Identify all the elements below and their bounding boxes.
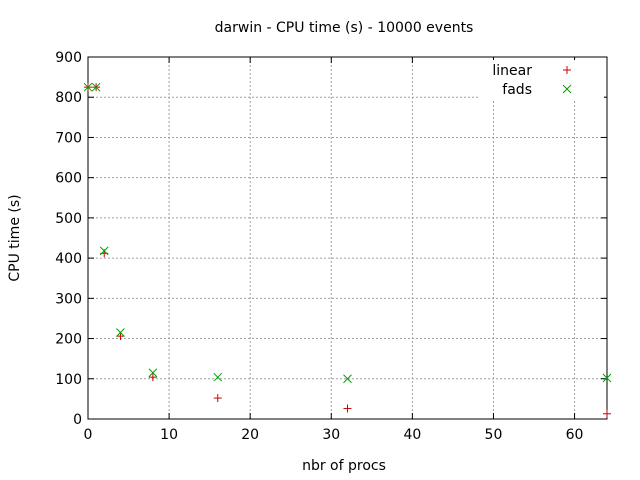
point-fads: [213, 372, 223, 382]
axis-ticks: 0 100 200 300 400 500 600 700 800 900 0 10 20 30 40 50 6…: [55, 50, 607, 443]
x-tick-label: 30: [322, 427, 340, 443]
x-axis-label: nbr of procs: [302, 458, 386, 474]
point-linear: [148, 373, 157, 382]
legend-label-linear: linear: [492, 63, 532, 79]
y-tick-label: 400: [55, 251, 82, 267]
point-linear: [603, 409, 611, 418]
point-fads: [116, 328, 125, 337]
legend-label-fads: fads: [502, 82, 532, 98]
point-fads: [99, 246, 109, 256]
x-tick-label: 10: [160, 427, 178, 443]
series-linear: [84, 83, 611, 418]
y-tick-label: 200: [55, 332, 82, 348]
plot-frame: [87, 56, 608, 420]
y-tick-label: 600: [55, 171, 82, 187]
y-tick-label: 100: [55, 372, 82, 388]
x-tick-label: 0: [84, 427, 93, 443]
legend-background: [478, 60, 604, 100]
legend-marker-linear: [563, 66, 571, 74]
legend-marker-fads: [562, 84, 572, 94]
y-tick-label: 700: [55, 130, 82, 146]
grid: [88, 57, 607, 419]
point-linear: [343, 404, 352, 413]
point-linear: [213, 394, 222, 403]
x-tick-label: 50: [485, 427, 503, 443]
point-linear: [116, 332, 125, 341]
y-tick-label: 300: [55, 291, 82, 307]
y-axis-label: CPU time (s): [7, 194, 23, 281]
point-fads: [83, 82, 93, 92]
point-fads: [343, 374, 352, 384]
point-fads: [148, 368, 158, 378]
y-tick-label: 800: [55, 90, 82, 106]
legend: linear fads: [478, 60, 604, 100]
x-tick-label: 40: [403, 427, 421, 443]
point-fads: [91, 82, 101, 92]
y-tick-label: 0: [73, 412, 82, 428]
point-fads: [602, 373, 612, 383]
chart-title: darwin - CPU time (s) - 10000 events: [215, 20, 474, 36]
x-tick-label: 20: [241, 427, 259, 443]
series-fads: [83, 82, 612, 384]
y-tick-label: 900: [55, 50, 82, 66]
x-tick-label: 60: [566, 427, 584, 443]
data-points: [83, 82, 612, 418]
y-tick-label: 500: [55, 211, 82, 227]
